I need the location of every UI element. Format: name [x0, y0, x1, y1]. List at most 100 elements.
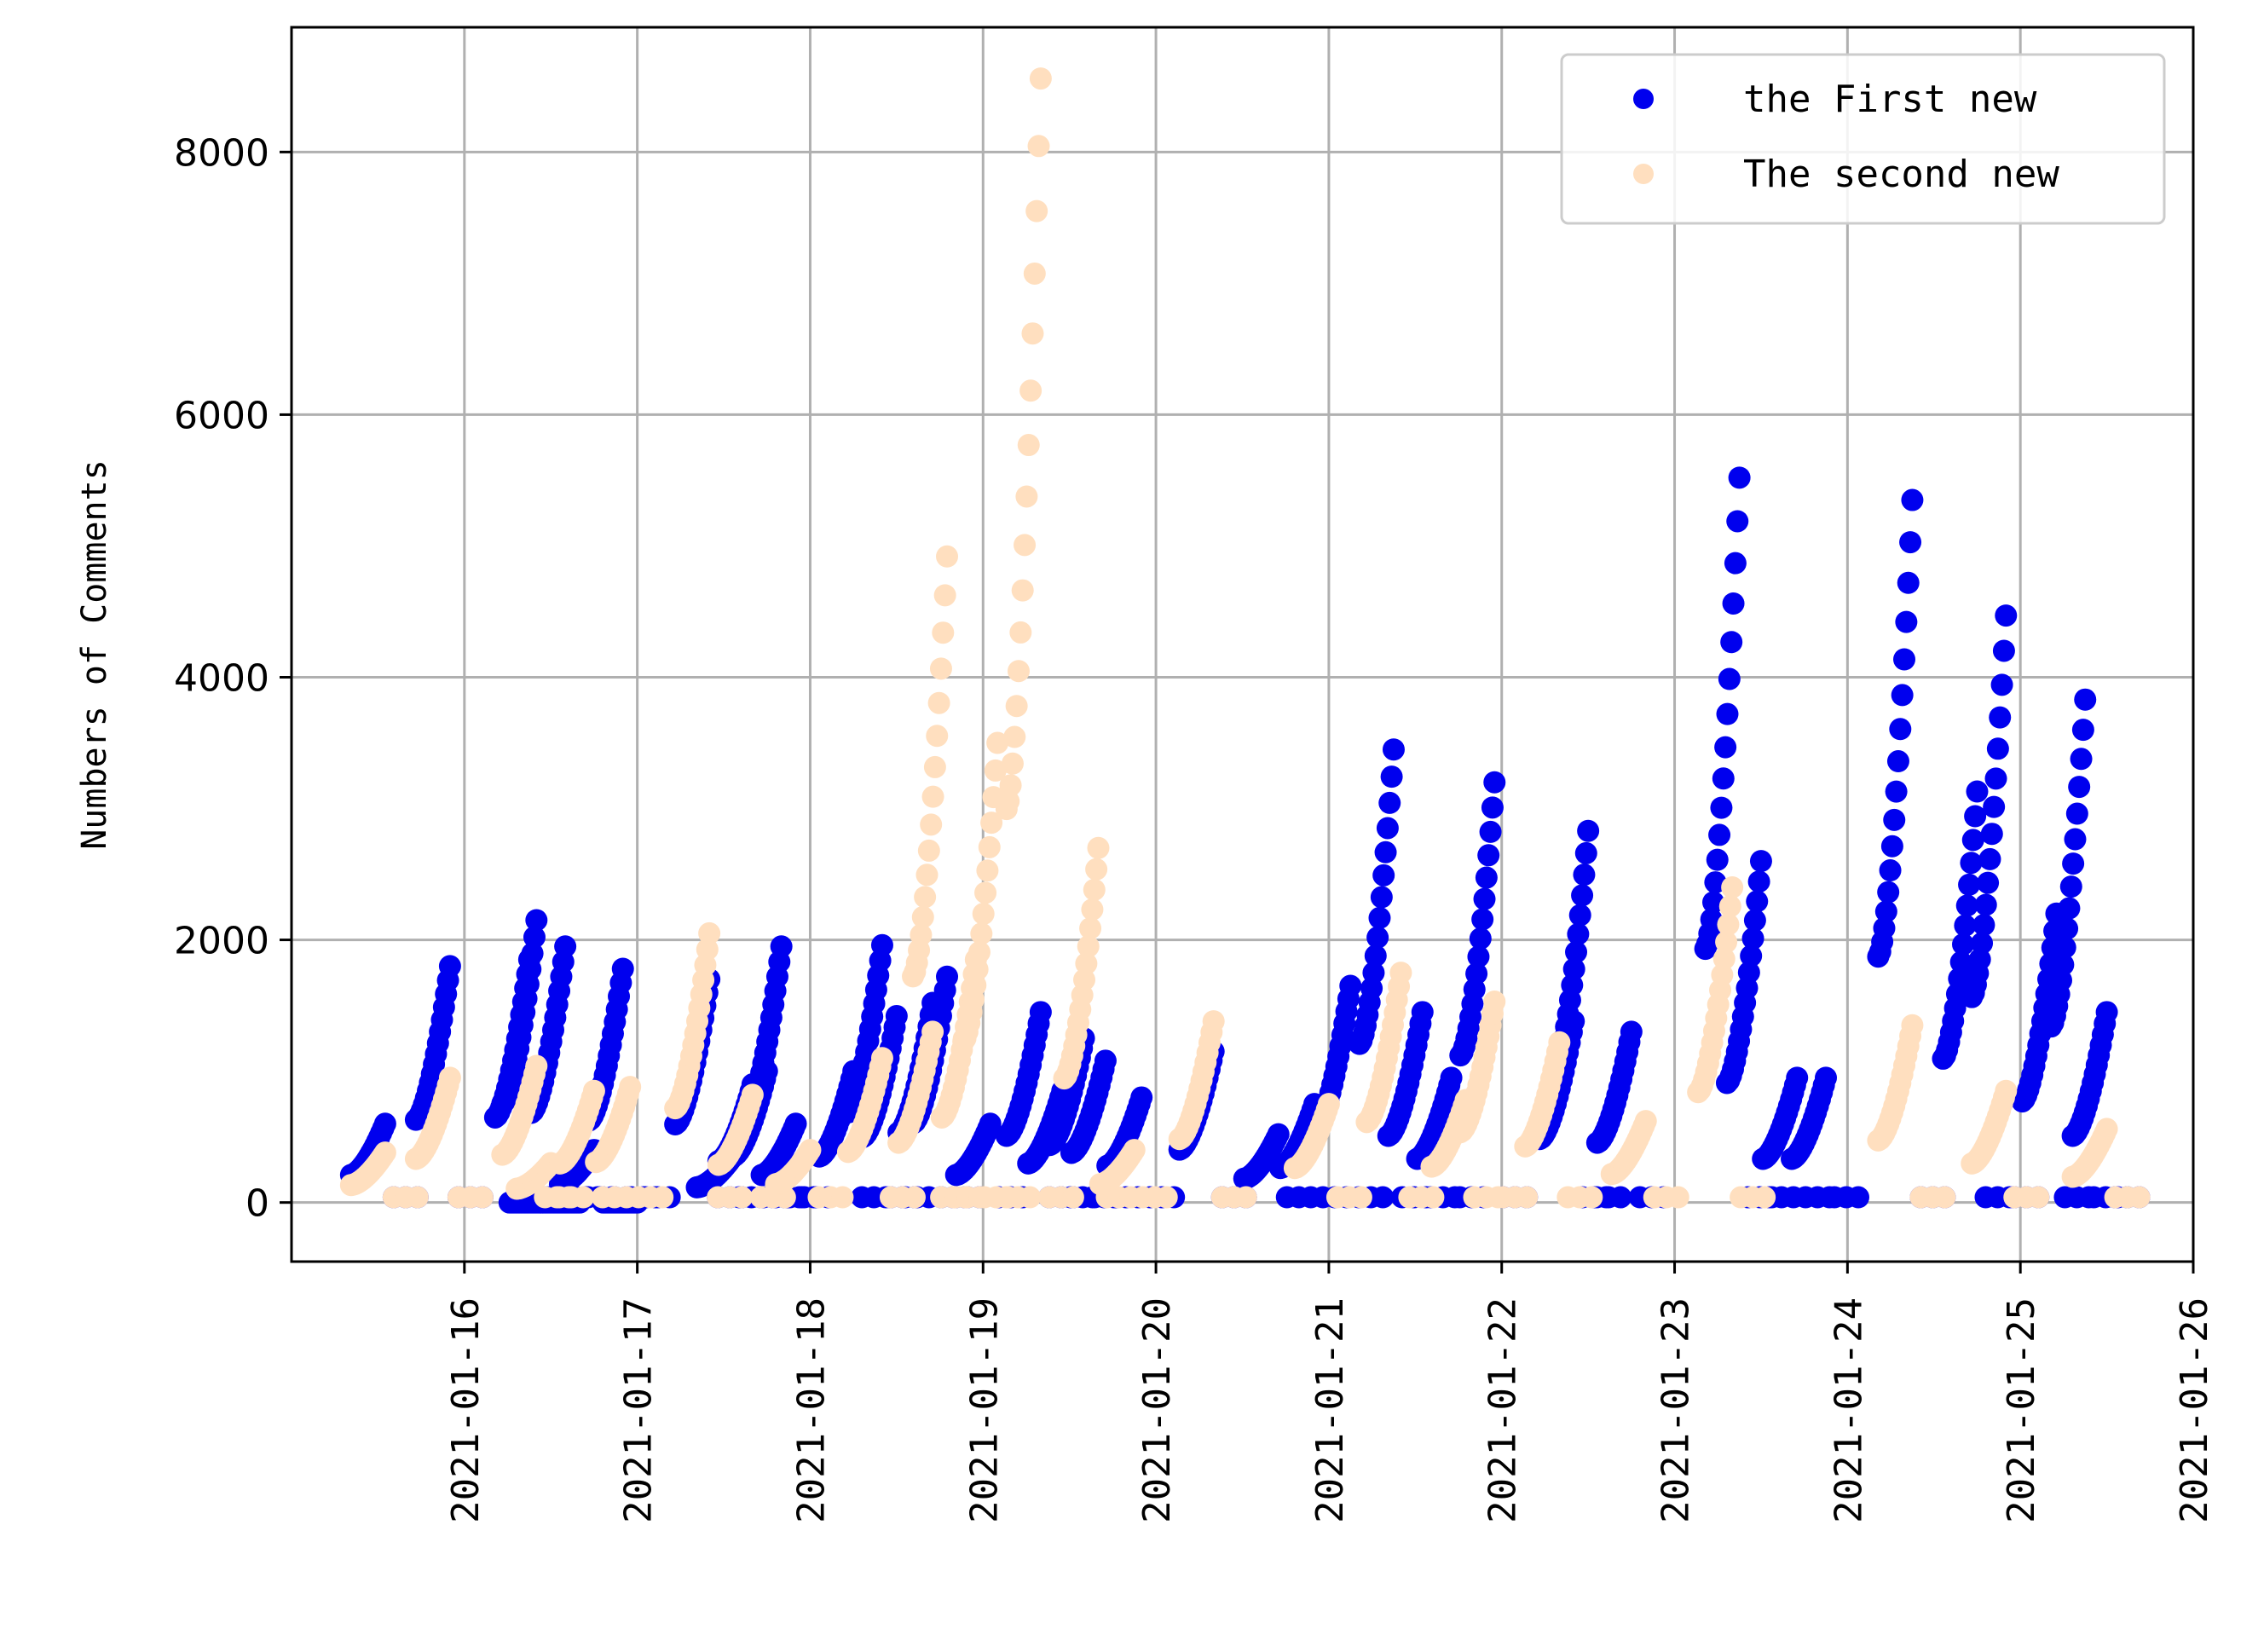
data-point — [927, 691, 950, 714]
legend-label-first: the First new — [1743, 78, 2037, 121]
data-point — [1885, 780, 1908, 803]
data-point — [914, 886, 937, 909]
data-point — [1009, 621, 1032, 644]
data-point — [2058, 897, 2081, 920]
data-point — [1081, 898, 1104, 921]
data-point — [1483, 771, 1506, 794]
data-point — [1364, 944, 1387, 968]
data-point — [1380, 765, 1403, 788]
data-point — [554, 935, 577, 958]
data-point — [915, 864, 939, 887]
y-tick-label: 0 — [245, 1182, 269, 1226]
data-point — [923, 755, 946, 778]
x-tick-label: 2021-01-19 — [962, 1297, 1006, 1523]
data-point — [1073, 968, 1096, 991]
data-point — [438, 1066, 461, 1089]
data-point — [1716, 702, 1739, 725]
data-point — [523, 926, 546, 949]
data-point — [1007, 660, 1030, 683]
data-point — [1726, 510, 1749, 533]
data-point — [1901, 488, 1924, 511]
data-point — [1467, 945, 1490, 968]
data-point — [1634, 1110, 1657, 1133]
data-point — [471, 1186, 494, 1209]
data-point — [903, 1186, 926, 1209]
data-point — [1568, 904, 1591, 927]
data-point — [1901, 1014, 1924, 1037]
data-point — [1548, 1031, 1571, 1054]
data-point — [1087, 836, 1110, 859]
data-point — [406, 1186, 429, 1209]
data-point — [1471, 908, 1494, 931]
data-point — [1990, 673, 2013, 696]
data-point — [1954, 914, 1977, 937]
data-point — [521, 942, 544, 965]
data-point — [1422, 1186, 1445, 1209]
data-point — [1718, 895, 1741, 918]
data-point — [1025, 199, 1048, 222]
data-point — [741, 1083, 764, 1106]
data-point — [1372, 1186, 1395, 1209]
data-point — [2095, 1001, 2118, 1024]
data-point — [1021, 322, 1044, 345]
data-point — [1349, 1186, 1372, 1209]
data-point — [373, 1112, 396, 1135]
data-point — [1712, 767, 1735, 790]
data-point — [1968, 948, 1991, 971]
data-point — [920, 813, 943, 836]
data-point — [2095, 1118, 2118, 1141]
data-point — [1389, 962, 1412, 985]
x-tick-label: 2021-01-21 — [1308, 1297, 1352, 1523]
data-point — [2068, 776, 2091, 799]
data-point — [2064, 828, 2087, 851]
data-point — [1700, 908, 1723, 931]
data-point — [1715, 931, 1738, 954]
data-point — [1958, 873, 1981, 896]
data-point — [1155, 1186, 1178, 1209]
data-point — [926, 725, 949, 748]
data-point — [976, 859, 999, 882]
x-tick-label: 2021-01-17 — [617, 1297, 661, 1523]
data-point — [1475, 866, 1498, 889]
data-point — [1001, 752, 1024, 775]
x-tick-label: 2021-01-26 — [2173, 1297, 2216, 1523]
data-point — [619, 1076, 642, 1099]
data-point — [1949, 950, 1972, 973]
data-point — [885, 1004, 908, 1027]
series-2 — [339, 67, 2151, 1209]
data-point — [582, 1079, 605, 1102]
data-point — [1085, 858, 1108, 881]
data-point — [373, 1141, 396, 1164]
data-point — [1933, 1186, 1956, 1209]
data-point — [1481, 796, 1504, 819]
data-point — [2053, 936, 2076, 959]
data-point — [651, 1186, 674, 1209]
data-point — [2070, 748, 2093, 771]
data-point — [979, 1112, 1002, 1135]
data-point — [972, 903, 995, 926]
data-point — [1370, 886, 1393, 909]
data-point — [696, 938, 719, 961]
data-point — [929, 657, 952, 680]
data-point — [1960, 852, 1983, 875]
data-point — [870, 1047, 893, 1070]
data-point — [999, 774, 1022, 797]
data-point — [1815, 1066, 1838, 1089]
data-point — [1234, 1186, 1257, 1209]
data-point — [1083, 878, 1106, 901]
data-point — [1473, 887, 1496, 910]
data-point — [921, 785, 944, 808]
data-point — [1378, 791, 1401, 814]
data-point — [731, 1186, 754, 1209]
data-point — [1469, 927, 1492, 950]
data-point — [1974, 893, 1997, 916]
data-point — [1376, 817, 1399, 840]
data-point — [1720, 631, 1743, 654]
data-point — [966, 958, 989, 981]
data-point — [1477, 844, 1500, 867]
data-point — [1702, 891, 1725, 914]
data-point — [1029, 67, 1052, 90]
data-point — [1992, 639, 2015, 662]
